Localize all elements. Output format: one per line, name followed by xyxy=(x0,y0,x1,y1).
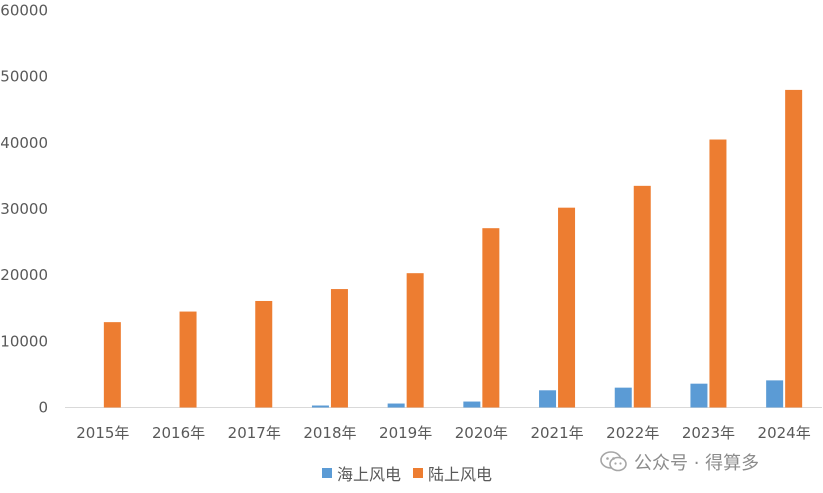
y-tick-label: 10000 xyxy=(0,332,48,350)
x-tick-label: 2015年 xyxy=(76,424,129,442)
wechat-icon xyxy=(600,451,627,472)
x-tick-label: 2021年 xyxy=(530,424,583,442)
legend-label-onshore: 陆上风电 xyxy=(428,465,493,484)
watermark-text: 公众号 · 得算多 xyxy=(634,453,760,474)
bar-onshore-2024年 xyxy=(785,89,803,408)
bar-onshore-2016年 xyxy=(179,311,197,408)
legend-item-offshore: 海上风电 xyxy=(322,461,401,485)
bar-onshore-2023年 xyxy=(709,139,727,408)
x-tick-label: 2018年 xyxy=(303,424,356,442)
watermark: 公众号 · 得算多 xyxy=(600,449,759,475)
legend-swatch-offshore xyxy=(322,468,332,478)
y-tick-label: 60000 xyxy=(0,2,48,20)
bar-offshore-2023年 xyxy=(690,383,708,408)
x-axis-ticks: 2015年 2016年 2017年 2018年 2019年 2020年 2021年 2022年… xyxy=(76,424,810,442)
bar-onshore-2019年 xyxy=(406,273,424,408)
bar-offshore-2018年 xyxy=(311,405,329,408)
bar-offshore-2024年 xyxy=(766,380,784,408)
y-tick-label: 40000 xyxy=(0,134,48,152)
x-tick-label: 2016年 xyxy=(152,424,205,442)
bar-offshore-2020年 xyxy=(463,401,481,408)
x-tick-label: 2022年 xyxy=(606,424,659,442)
legend: 海上风电 陆上风电 xyxy=(322,461,492,485)
y-tick-label: 30000 xyxy=(0,200,48,218)
bar-offshore-2021年 xyxy=(539,390,557,408)
x-tick-label: 2024年 xyxy=(758,424,811,442)
x-tick-label: 2017年 xyxy=(228,424,281,442)
bar-onshore-2018年 xyxy=(330,289,348,408)
bar-offshore-2019年 xyxy=(387,403,405,408)
y-tick-label: 20000 xyxy=(0,266,48,284)
y-tick-label: 0 xyxy=(38,399,48,417)
bar-onshore-2017年 xyxy=(255,300,273,408)
x-tick-label: 2020年 xyxy=(455,424,508,442)
x-tick-label: 2023年 xyxy=(682,424,735,442)
x-tick-label: 2019年 xyxy=(379,424,432,442)
bar-onshore-2022年 xyxy=(633,185,651,408)
legend-swatch-onshore xyxy=(413,468,424,478)
bar-offshore-2022年 xyxy=(614,387,632,408)
bar-onshore-2020年 xyxy=(482,228,500,408)
bars xyxy=(103,89,803,408)
legend-label-offshore: 海上风电 xyxy=(337,465,402,484)
legend-item-onshore: 陆上风电 xyxy=(413,461,492,485)
y-axis-ticks: 0 10000 20000 30000 40000 50000 60000 xyxy=(0,2,48,417)
bar-onshore-2015年 xyxy=(103,322,121,408)
y-tick-label: 50000 xyxy=(0,68,48,86)
bar-onshore-2021年 xyxy=(558,207,576,408)
